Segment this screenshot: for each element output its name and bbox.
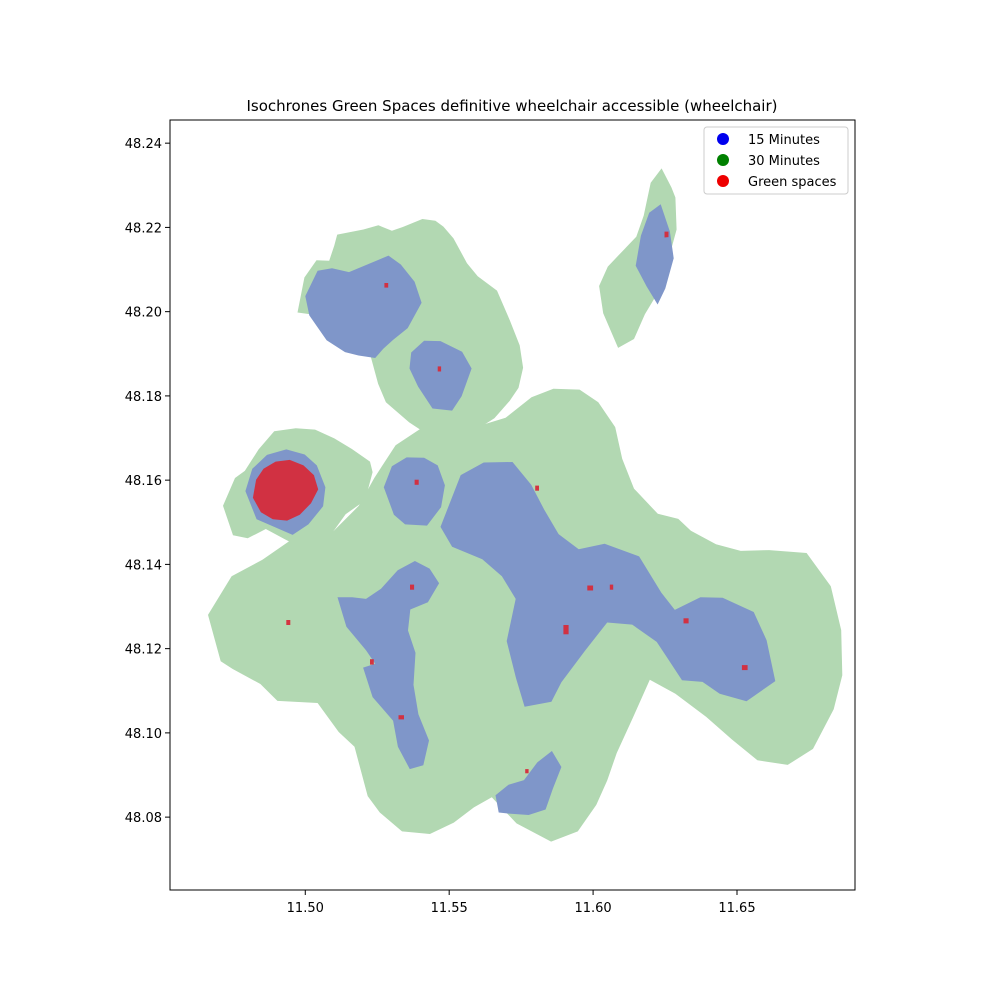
y-tick-label: 48.08 (125, 811, 162, 826)
legend-marker-15-minutes (717, 133, 729, 145)
isochrone-15-minute-polygon-2 (409, 340, 472, 411)
isochrone-15-minute-polygon-1 (305, 255, 422, 358)
green-space-polygon-4 (437, 366, 442, 372)
green-space-polygon-1 (252, 459, 319, 521)
green-space-polygon-13 (370, 659, 374, 665)
green-space-polygon-10 (286, 620, 291, 625)
isochrone-15-minute-polygon-6 (440, 462, 776, 707)
green-space-polygon-14 (741, 665, 748, 671)
legend-marker-30-minutes (717, 154, 729, 166)
isochrone-15-minute-polygon-8 (495, 751, 562, 815)
green-space-polygon-9 (609, 584, 614, 590)
legend-entry-30-minutes: 30 Minutes (717, 154, 820, 169)
legend-label-15-minutes: 15 Minutes (748, 133, 820, 148)
map-axes: 11.50 11.55 11.60 11.65 48.08 48.10 48.12 48.1… (125, 119, 856, 916)
green-space-polygon-7 (410, 584, 415, 590)
green-space-polygon-8 (587, 585, 594, 591)
green-space-polygon-5 (414, 479, 419, 485)
isochrone-15-minute-layer (245, 204, 776, 815)
legend-box (703, 126, 849, 195)
y-tick-label: 48.14 (125, 558, 162, 573)
y-tick-label: 48.16 (125, 474, 162, 489)
isochrone-15-minute-polygon-7 (337, 561, 440, 770)
map-legend: 15 Minutes 30 Minutes Green spaces (703, 126, 849, 195)
green-space-polygon-2 (664, 231, 669, 238)
isochrone-15-minute-polygon-5 (383, 457, 445, 526)
y-axis: 48.08 48.10 48.12 48.14 48.16 48.18 48.20 48.22… (125, 137, 170, 826)
isochrone-15-minute-polygon-3 (635, 204, 674, 305)
y-tick-label: 48.10 (125, 727, 162, 742)
green-space-polygon-12 (683, 618, 689, 624)
x-tick-label: 11.55 (431, 901, 468, 916)
y-tick-label: 48.22 (125, 221, 162, 236)
legend-label-30-minutes: 30 Minutes (748, 154, 820, 169)
map-title: Isochrones Green Spaces definitive wheel… (246, 97, 777, 115)
green-space-polygon-15 (398, 715, 404, 720)
green-space-polygon-6 (535, 485, 539, 491)
legend-marker-green-spaces (717, 175, 729, 187)
green-spaces-layer (252, 231, 748, 774)
x-tick-label: 11.50 (287, 901, 324, 916)
green-space-polygon-3 (384, 283, 389, 288)
axes-frame (169, 119, 856, 891)
y-tick-label: 48.18 (125, 390, 162, 405)
legend-label-green-spaces: Green spaces (748, 175, 837, 190)
y-tick-label: 48.12 (125, 643, 162, 658)
y-tick-label: 48.24 (125, 137, 162, 152)
green-space-polygon-16 (525, 769, 529, 774)
legend-entry-green-spaces: Green spaces (717, 175, 837, 190)
x-tick-label: 11.65 (718, 901, 755, 916)
y-tick-label: 48.20 (125, 306, 162, 321)
green-space-polygon-11 (563, 625, 569, 635)
legend-entry-15-minutes: 15 Minutes (717, 133, 820, 148)
x-tick-label: 11.60 (574, 901, 611, 916)
x-axis: 11.50 11.55 11.60 11.65 (287, 890, 756, 916)
